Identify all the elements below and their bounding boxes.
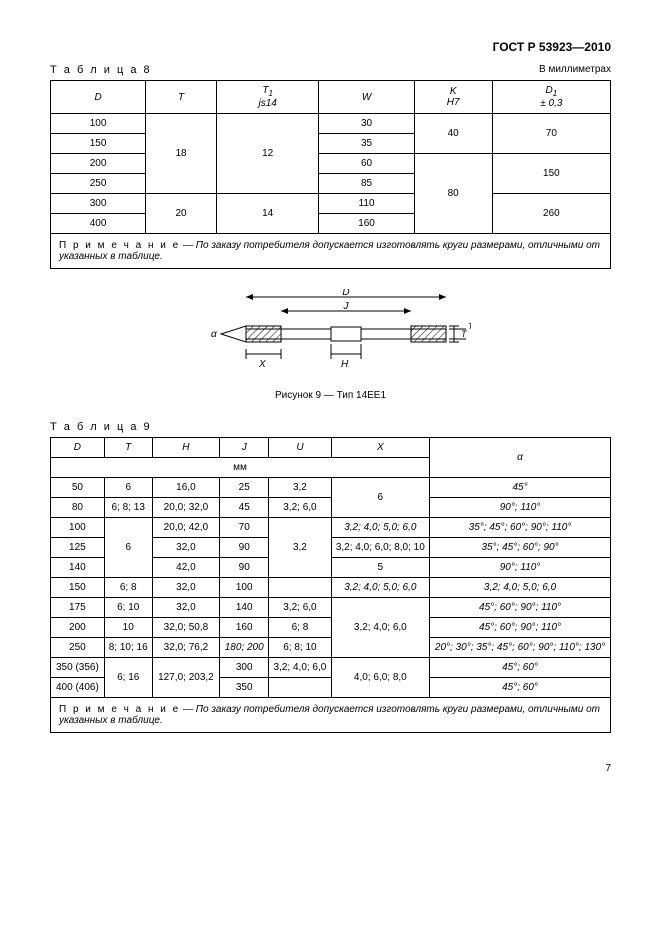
table-row: 200 60 80 150 bbox=[51, 154, 611, 174]
table9-note: П р и м е ч а н и е — По заказу потребит… bbox=[51, 698, 611, 733]
table-row: 200 10 32,0; 50,8 160 6; 8 45°; 60°; 90°… bbox=[51, 618, 611, 638]
svg-text:T1: T1 bbox=[468, 322, 471, 331]
svg-text:J: J bbox=[342, 301, 349, 312]
svg-text:α: α bbox=[211, 329, 217, 340]
diagram-wheel-icon: D J α T T1 X H bbox=[191, 289, 471, 379]
col-U: U bbox=[269, 438, 331, 458]
figure-caption: Рисунок 9 — Тип 14EE1 bbox=[50, 390, 611, 401]
svg-text:X: X bbox=[258, 359, 266, 370]
table-row: 50 6 16,0 25 3,2 6 45° bbox=[51, 478, 611, 498]
col-D: D bbox=[51, 81, 146, 114]
table-row: 175 6; 10 32,0 140 3,2; 6,0 3,2; 4,0; 6,… bbox=[51, 598, 611, 618]
table-row: 250 8; 10; 16 32,0; 76,2 180; 200 6; 8; … bbox=[51, 638, 611, 658]
doc-header: ГОСТ Р 53923—2010 bbox=[50, 40, 611, 54]
col-J: J bbox=[220, 438, 269, 458]
table8-units: В миллиметрах bbox=[539, 64, 611, 76]
page-number: 7 bbox=[50, 763, 611, 774]
table-row: 350 (356) 6; 16 127,0; 203,2 300 3,2; 4,… bbox=[51, 658, 611, 678]
table8-note: П р и м е ч а н и е — По заказу потребит… bbox=[51, 234, 611, 269]
table9-label: Т а б л и ц а 9 bbox=[50, 421, 152, 433]
svg-text:D: D bbox=[342, 289, 349, 298]
table8-label: Т а б л и ц а 8 bbox=[50, 64, 152, 76]
table-row: 150 6; 8 32,0 100 3,2; 4,0; 5,0; 6,0 3,2… bbox=[51, 578, 611, 598]
svg-text:H: H bbox=[341, 359, 349, 370]
col-W: W bbox=[319, 81, 414, 114]
table9: D T H J U X α мм 50 6 16,0 25 3,2 6 45° … bbox=[50, 437, 611, 733]
figure-9: D J α T T1 X H bbox=[50, 289, 611, 401]
table8: D T T1 js14 W KH7 D1 ± 0,3 100 18 12 30 … bbox=[50, 80, 611, 269]
table-row: 100 6 20,0; 42,0 70 3,2 3,2; 4,0; 5,0; 6… bbox=[51, 518, 611, 538]
table-row: 300 20 14 110 260 bbox=[51, 194, 611, 214]
col-D: D bbox=[51, 438, 105, 458]
svg-text:T: T bbox=[461, 329, 468, 339]
col-D1: D1 ± 0,3 bbox=[492, 81, 610, 114]
col-X: X bbox=[331, 438, 429, 458]
mm-unit: мм bbox=[51, 458, 430, 478]
col-H: H bbox=[152, 438, 220, 458]
col-T: T bbox=[146, 81, 217, 114]
col-T1: T1 js14 bbox=[216, 81, 319, 114]
table-row: 100 18 12 30 40 70 bbox=[51, 114, 611, 134]
col-alpha: α bbox=[430, 438, 611, 478]
col-T: T bbox=[104, 438, 152, 458]
col-K: KH7 bbox=[414, 81, 492, 114]
table-row: 80 6; 8; 13 20,0; 32,0 45 3,2; 6,0 90°; … bbox=[51, 498, 611, 518]
